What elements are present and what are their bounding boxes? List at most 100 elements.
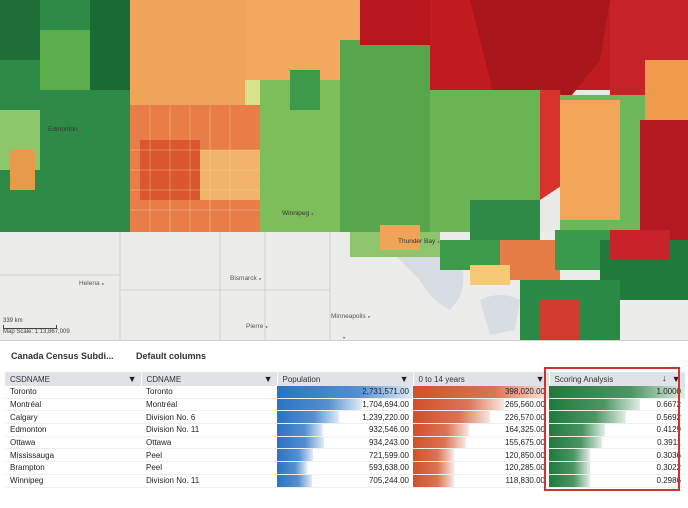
cell-csdname[interactable]: Edmonton	[5, 423, 141, 437]
cell-scoring-analysis[interactable]: 0.6672	[549, 398, 685, 412]
cell-csdname[interactable]: Toronto	[5, 386, 141, 399]
table-row[interactable]: Montréal Montréal 1,704,694.00 265,560.00 0.…	[5, 398, 685, 412]
cell-value: 932,546.00	[368, 425, 409, 435]
bar-fill	[277, 474, 313, 487]
cell-csdname[interactable]: Montréal	[5, 398, 141, 412]
cell-cdname[interactable]: Division No. 11	[141, 423, 277, 437]
cell-population[interactable]: 1,239,220.00	[277, 410, 413, 425]
filter-icon[interactable]: ▼	[263, 374, 273, 384]
column-header-label: Scoring Analysis	[554, 374, 614, 384]
cell-value: 1.0000	[656, 387, 681, 397]
table-row[interactable]: Edmonton Division No. 11 932,546.00 164,325…	[5, 423, 685, 437]
cell-value: 118,830.00	[505, 476, 545, 486]
cell-0-to-14-years[interactable]: 164,325.00	[413, 423, 549, 437]
cell-csdname[interactable]: Ottawa	[5, 436, 141, 450]
bar-fill	[549, 462, 591, 474]
columns-dropdown[interactable]: Default columns	[136, 351, 207, 361]
cell-0-to-14-years[interactable]: 155,675.00	[413, 436, 549, 450]
cell-scoring-analysis[interactable]: 1.0000	[549, 386, 685, 399]
table-row[interactable]: Mississauga Peel 721,599.00 120,850.00 0.303…	[5, 448, 685, 463]
column-header-label: 0 to 14 years	[418, 374, 465, 384]
table-toolbar: Canada Census Subdi... Default columns	[0, 343, 688, 367]
cell-population[interactable]: 721,599.00	[277, 448, 413, 463]
column-header-csdname[interactable]: CSDNAME ▼	[5, 372, 142, 386]
cell-0-to-14-years[interactable]: 118,830.00	[413, 474, 549, 488]
data-table: CSDNAME ▼ CDNAME ▼ Population ▼ 0 to 14 yea…	[5, 372, 686, 488]
map-label-helena: Helena	[79, 280, 104, 287]
cell-population[interactable]: 593,638.00	[277, 461, 413, 475]
cell-0-to-14-years[interactable]: 120,285.00	[413, 461, 549, 475]
cell-cdname[interactable]: Toronto	[141, 386, 277, 399]
bar-fill	[413, 474, 454, 487]
resize-grip-icon[interactable]: •	[342, 336, 346, 342]
bar-fill	[549, 436, 603, 448]
cell-0-to-14-years[interactable]: 226,570.00	[413, 410, 549, 425]
cell-value: 0.4129	[656, 425, 681, 435]
table-row[interactable]: Winnipeg Division No. 11 705,244.00 118,830…	[5, 474, 685, 488]
cell-population[interactable]: 1,704,694.00	[277, 398, 413, 412]
column-header-cdname[interactable]: CDNAME ▼	[141, 372, 278, 386]
cell-cdname[interactable]: Division No. 6	[141, 410, 277, 425]
cell-scoring-analysis[interactable]: 0.3022	[549, 461, 685, 475]
cell-value: 120,285.00	[504, 463, 545, 473]
cell-cdname[interactable]: Division No. 11	[141, 474, 277, 488]
scale-distance: 339 km	[3, 318, 23, 324]
cell-scoring-analysis[interactable]: 0.2986	[549, 474, 685, 488]
column-header-population[interactable]: Population ▼	[277, 372, 414, 386]
cell-cdname[interactable]: Ottawa	[141, 436, 277, 450]
column-header-scoring-analysis[interactable]: Scoring Analysis ↓ ▼	[549, 372, 686, 386]
cell-cdname[interactable]: Peel	[141, 448, 277, 463]
table-row[interactable]: Brampton Peel 593,638.00 120,285.00 0.3022	[5, 461, 685, 475]
filter-icon[interactable]: ▼	[127, 374, 137, 384]
filter-icon[interactable]: ▼	[399, 374, 409, 384]
cell-value: 0.3911	[657, 438, 681, 448]
cell-0-to-14-years[interactable]: 398,020.00	[413, 386, 549, 399]
cell-cdname[interactable]: Peel	[141, 461, 277, 475]
scale-bar	[3, 325, 57, 329]
bar-fill	[413, 462, 455, 474]
cell-value: 0.6672	[656, 400, 681, 410]
table-title[interactable]: Canada Census Subdi...	[11, 351, 114, 361]
table-row[interactable]: Ottawa Ottawa 934,243.00 155,675.00 0.3911	[5, 436, 685, 450]
panel-divider[interactable]	[0, 340, 688, 341]
choropleth-map[interactable]: Helena Bismarck Pierre Minneapolis Thund…	[0, 0, 688, 340]
column-header-0-to-14-years[interactable]: 0 to 14 years ▼	[413, 372, 550, 386]
table-row[interactable]: Calgary Division No. 6 1,239,220.00 226,570…	[5, 410, 685, 425]
bar-fill	[277, 398, 362, 410]
bar-fill	[413, 436, 467, 448]
map-canvas[interactable]	[0, 0, 688, 340]
cell-population[interactable]: 2,731,571.00	[277, 386, 413, 399]
cell-scoring-analysis[interactable]: 0.5692	[549, 410, 685, 425]
cell-population[interactable]: 934,243.00	[277, 436, 413, 450]
cell-value: 0.3036	[656, 450, 681, 460]
cell-cdname[interactable]: Montréal	[141, 398, 277, 412]
column-header-label: CSDNAME	[10, 374, 51, 384]
cell-scoring-analysis[interactable]: 0.4129	[549, 423, 685, 437]
cell-csdname[interactable]: Mississauga	[5, 448, 141, 463]
filter-icon[interactable]: ▼	[535, 374, 545, 384]
cell-value: 155,675.00	[504, 438, 545, 448]
cell-population[interactable]: 705,244.00	[277, 474, 413, 488]
cell-csdname[interactable]: Brampton	[5, 461, 141, 475]
cell-csdname[interactable]: Winnipeg	[5, 474, 141, 488]
bar-fill	[413, 424, 470, 436]
cell-population[interactable]: 932,546.00	[277, 423, 413, 437]
table-row[interactable]: Toronto Toronto 2,731,571.00 398,020.00 1.00…	[5, 386, 685, 399]
cell-scoring-analysis[interactable]: 0.3036	[549, 448, 685, 463]
cell-value: 398,020.00	[504, 387, 545, 397]
filter-icon[interactable]: ▼	[671, 374, 681, 384]
map-scale: 339 km Map Scale: 1:13,867,009	[3, 318, 70, 335]
bar-fill	[549, 424, 606, 436]
bar-fill	[277, 411, 339, 423]
map-label-edmonton: Edmonton	[48, 126, 82, 133]
bar-fill	[549, 398, 640, 410]
cell-value: 934,243.00	[368, 438, 409, 448]
cell-csdname[interactable]: Calgary	[5, 410, 141, 425]
cell-0-to-14-years[interactable]: 265,560.00	[413, 398, 549, 412]
sort-descending-icon[interactable]: ↓	[662, 373, 667, 383]
map-label-thunder-bay: Thunder Bay	[398, 238, 440, 245]
bar-fill	[413, 411, 491, 423]
map-label-bismarck: Bismarck	[230, 275, 261, 282]
cell-0-to-14-years[interactable]: 120,850.00	[413, 448, 549, 463]
cell-scoring-analysis[interactable]: 0.3911	[549, 436, 685, 450]
